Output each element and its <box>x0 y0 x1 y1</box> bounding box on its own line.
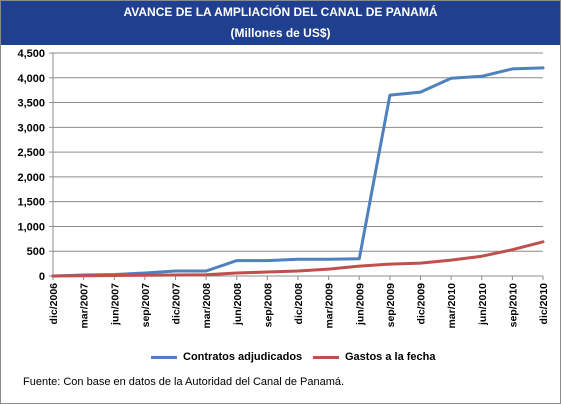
source-note: Fuente: Con base en datos de la Autorida… <box>23 376 345 388</box>
y-tick-label: 2,500 <box>17 147 45 159</box>
legend: Contratos adjudicados Gastos a la fecha <box>1 349 560 365</box>
legend-swatch-gastos <box>313 355 339 359</box>
legend-swatch-contratos <box>151 355 177 359</box>
x-tick-label: mar/2008 <box>201 283 213 329</box>
gridlines <box>53 52 543 252</box>
x-axis-ticks: dic/2006 mar/2007 jun/2007 sep/2007 dic/2007… <box>48 283 550 329</box>
series-lines <box>51 66 545 278</box>
x-tick-label: sep/2008 <box>262 283 274 328</box>
y-axis-ticks: 0 500 1,000 1,500 2,000 2,500 3,000 3,500 4,000 4… <box>17 48 45 283</box>
x-tick-label: mar/2007 <box>79 283 91 329</box>
x-tick-label: dic/2010 <box>538 283 550 325</box>
chart-subtitle: (Millones de US$) <box>230 26 331 40</box>
y-tick-label: 2,000 <box>17 172 45 184</box>
x-tick-label: jun/2008 <box>232 283 244 326</box>
y-tick-label: 1,000 <box>17 221 45 233</box>
y-tick-label: 3,000 <box>17 122 45 134</box>
x-tick-label: mar/2009 <box>324 283 336 329</box>
line-chart: 0 500 1,000 1,500 2,000 2,500 3,000 3,500 4,000 4… <box>17 48 550 329</box>
x-tick-label: jun/2007 <box>109 283 121 326</box>
x-tick-label: dic/2009 <box>416 283 428 325</box>
x-tick-label: dic/2006 <box>48 283 60 325</box>
legend-item-contratos: Contratos adjudicados <box>151 349 302 365</box>
legend-label-gastos: Gastos a la fecha <box>345 351 436 363</box>
x-tick-label: jun/2009 <box>354 283 366 326</box>
y-tick-label: 1,500 <box>17 197 45 209</box>
x-tick-label: sep/2009 <box>385 283 397 328</box>
axes <box>49 52 544 280</box>
x-tick-label: dic/2007 <box>171 283 183 325</box>
legend-label-contratos: Contratos adjudicados <box>183 351 303 363</box>
y-tick-label: 4,000 <box>17 73 45 85</box>
chart-header: AVANCE DE LA AMPLIACIÓN DEL CANAL DE PAN… <box>1 1 560 45</box>
y-tick-label: 0 <box>39 271 45 283</box>
x-tick-label: sep/2010 <box>507 283 519 328</box>
x-tick-label: sep/2007 <box>140 283 152 328</box>
legend-item-gastos: Gastos a la fecha <box>313 349 436 365</box>
y-tick-label: 4,500 <box>17 48 45 60</box>
x-tick-label: jun/2010 <box>477 283 489 326</box>
x-tick-label: dic/2008 <box>293 283 305 325</box>
chart-title: AVANCE DE LA AMPLIACIÓN DEL CANAL DE PAN… <box>123 5 438 19</box>
x-tick-label: mar/2010 <box>446 283 458 329</box>
series-line-contratos <box>51 66 545 278</box>
series-line-gastos <box>51 240 545 278</box>
y-tick-label: 500 <box>27 246 45 258</box>
y-tick-label: 3,500 <box>17 98 45 110</box>
